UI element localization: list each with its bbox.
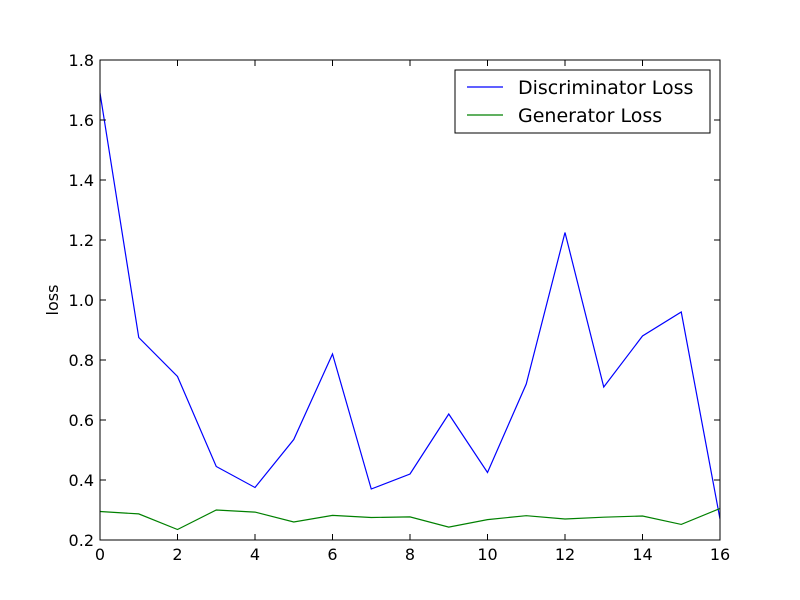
- legend-label-discriminator-loss: Discriminator Loss: [518, 77, 693, 99]
- series-line-discriminator-loss: [100, 92, 720, 520]
- y-tick-label: 1.0: [69, 291, 94, 310]
- y-tick-label: 1.6: [69, 111, 94, 130]
- y-tick-label: 1.2: [69, 231, 94, 250]
- x-tick-label: 12: [555, 545, 575, 564]
- legend: Discriminator Loss Generator Loss: [454, 69, 711, 134]
- y-axis-label: loss: [43, 285, 62, 316]
- series-layer: [100, 92, 720, 531]
- x-tick-label: 14: [632, 545, 652, 564]
- x-tick-label: 2: [172, 545, 182, 564]
- plot-area: [100, 60, 720, 540]
- legend-label-generator-loss: Generator Loss: [518, 105, 662, 127]
- y-tick-label: 1.4: [69, 171, 94, 190]
- x-tick-label: 10: [477, 545, 497, 564]
- plot-frame: [99, 59, 721, 541]
- y-tick-label: 0.8: [69, 351, 94, 370]
- y-tick-label: 1.8: [69, 51, 94, 70]
- legend-box: [454, 69, 711, 134]
- x-tick-label: 16: [710, 545, 730, 564]
- y-tick-label: 0.6: [69, 411, 94, 430]
- x-tick-label: 4: [250, 545, 260, 564]
- tick-layer: 0 2 4 6 8 10 12 14 16 0.2 0.4 0.6 0.8 1.0 1.2 1.4 1.6 1.8: [69, 51, 731, 564]
- y-tick-label: 0.2: [69, 531, 94, 550]
- series-line-generator-loss: [100, 507, 720, 531]
- x-tick-label: 6: [327, 545, 337, 564]
- y-tick-label: 0.4: [69, 471, 94, 490]
- x-tick-label: 8: [405, 545, 415, 564]
- x-tick-label: 0: [95, 545, 105, 564]
